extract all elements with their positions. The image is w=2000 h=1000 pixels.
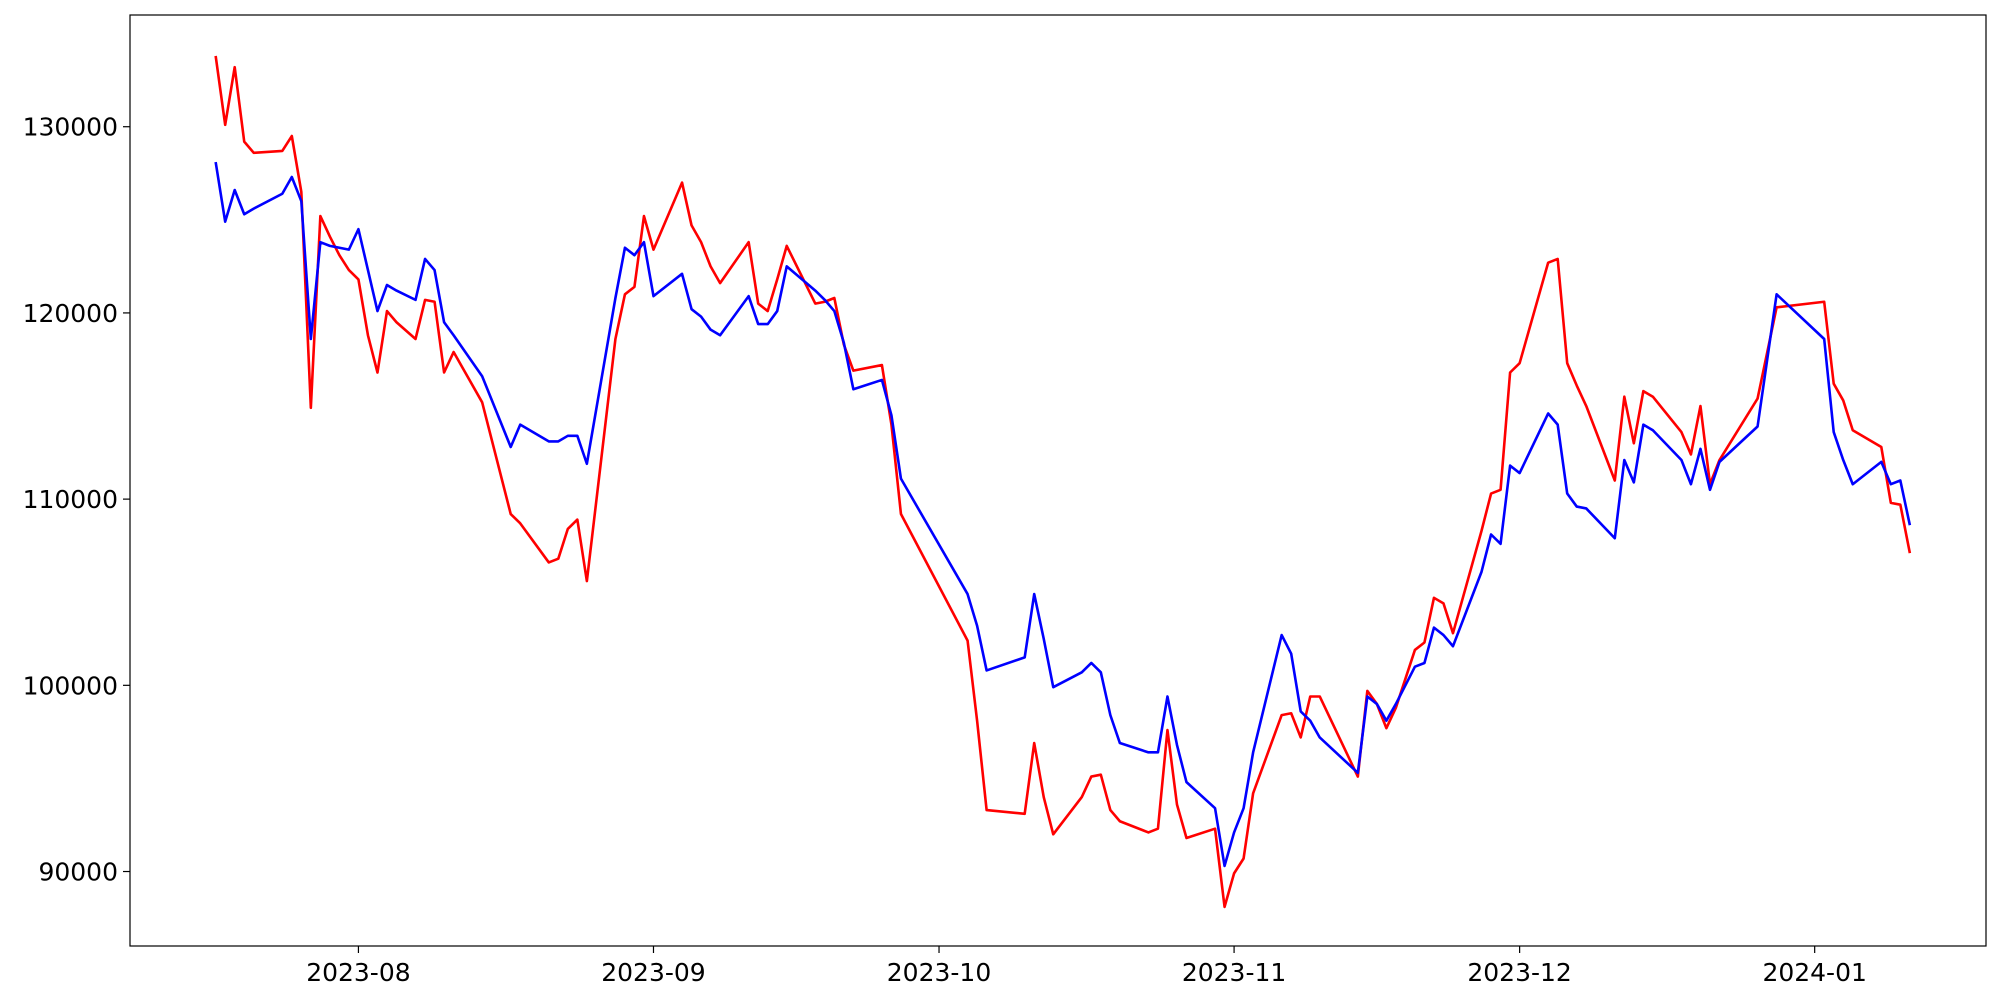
y-tick-label: 100000 (23, 671, 118, 700)
y-tick-label: 130000 (23, 113, 118, 142)
y-tick-label: 110000 (23, 485, 118, 514)
x-tick-label: 2023-11 (1182, 958, 1286, 987)
x-tick-label: 2023-09 (601, 958, 705, 987)
x-tick-label: 2023-08 (306, 958, 410, 987)
y-tick-label: 90000 (38, 858, 118, 887)
x-tick-label: 2024-01 (1762, 958, 1866, 987)
line-series (214, 161, 1912, 868)
plot-frame (129, 14, 1987, 947)
y-tick-label: 120000 (23, 299, 118, 328)
x-tick-label: 2023-12 (1467, 958, 1571, 987)
x-tick-label: 2023-10 (887, 958, 991, 987)
line-series (214, 55, 1912, 909)
